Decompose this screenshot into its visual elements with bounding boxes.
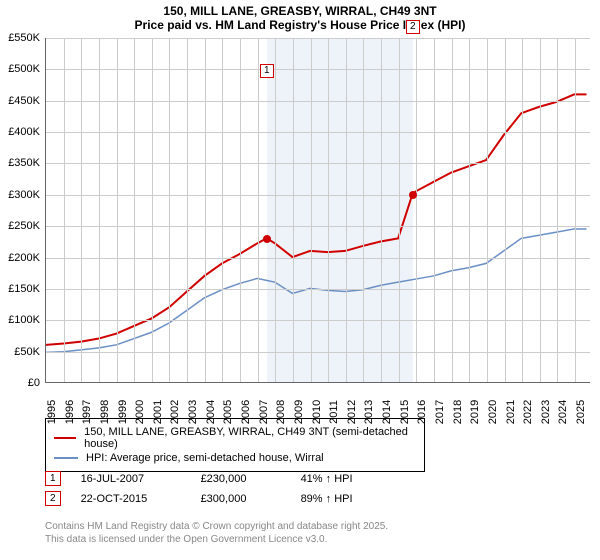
gridline-x bbox=[169, 38, 170, 382]
gridline-x bbox=[293, 38, 294, 382]
gridline-x bbox=[540, 38, 541, 382]
gridline-x bbox=[505, 38, 506, 382]
gridline-x bbox=[487, 38, 488, 382]
sale-price: £300,000 bbox=[201, 493, 281, 505]
marker-dot bbox=[409, 191, 417, 199]
gridline-x bbox=[416, 38, 417, 382]
chart-plot-area: £0£50K£100K£150K£200K£250K£300K£350K£400… bbox=[45, 38, 590, 383]
gridline-y bbox=[46, 289, 590, 290]
title-line1: 150, MILL LANE, GREASBY, WIRRAL, CH49 3N… bbox=[0, 4, 600, 18]
gridline-x bbox=[328, 38, 329, 382]
marker-ref-box: 2 bbox=[45, 491, 61, 506]
sale-date: 16-JUL-2007 bbox=[81, 473, 181, 485]
gridline-x bbox=[64, 38, 65, 382]
sale-price: £230,000 bbox=[201, 473, 281, 485]
y-axis-label: £500K bbox=[8, 63, 40, 75]
gridline-x bbox=[134, 38, 135, 382]
gridline-y bbox=[46, 320, 590, 321]
marker-dot bbox=[263, 235, 271, 243]
gridline-x bbox=[187, 38, 188, 382]
x-axis-label: 2020 bbox=[487, 400, 499, 424]
marker-ref-box: 1 bbox=[45, 471, 61, 486]
gridline-y bbox=[46, 69, 590, 70]
gridline-x bbox=[311, 38, 312, 382]
gridline-x bbox=[363, 38, 364, 382]
chart-legend: 150, MILL LANE, GREASBY, WIRRAL, CH49 3N… bbox=[45, 418, 425, 472]
y-axis-label: £0 bbox=[28, 377, 40, 389]
x-axis-label: 2022 bbox=[522, 400, 534, 424]
gridline-x bbox=[381, 38, 382, 382]
license-line2: This data is licensed under the Open Gov… bbox=[45, 533, 388, 546]
gridline-x bbox=[469, 38, 470, 382]
gridline-x bbox=[434, 38, 435, 382]
marker-label: 2 bbox=[406, 20, 420, 34]
legend-row: 150, MILL LANE, GREASBY, WIRRAL, CH49 3N… bbox=[54, 426, 416, 450]
x-axis-label: 2017 bbox=[434, 400, 446, 424]
marker-label: 1 bbox=[260, 64, 274, 78]
gridline-x bbox=[522, 38, 523, 382]
gridline-x bbox=[117, 38, 118, 382]
gridline-x bbox=[205, 38, 206, 382]
gridline-x bbox=[222, 38, 223, 382]
x-axis-label: 2018 bbox=[452, 400, 464, 424]
gridline-x bbox=[240, 38, 241, 382]
x-axis-label: 2025 bbox=[575, 400, 587, 424]
legend-swatch bbox=[54, 457, 78, 459]
x-axis-label: 2021 bbox=[505, 400, 517, 424]
table-row: 1 16-JUL-2007 £230,000 41% ↑ HPI bbox=[45, 471, 353, 486]
legend-row: HPI: Average price, semi-detached house,… bbox=[54, 452, 416, 464]
x-axis-label: 2024 bbox=[557, 400, 569, 424]
gridline-x bbox=[152, 38, 153, 382]
y-axis-label: £550K bbox=[8, 32, 40, 44]
gridline-x bbox=[99, 38, 100, 382]
chart-lines-layer bbox=[46, 38, 590, 382]
gridline-x bbox=[275, 38, 276, 382]
gridline-y bbox=[46, 258, 590, 259]
gridline-y bbox=[46, 101, 590, 102]
y-axis-label: £350K bbox=[8, 157, 40, 169]
y-axis-label: £100K bbox=[8, 314, 40, 326]
gridline-x bbox=[575, 38, 576, 382]
y-axis-label: £300K bbox=[8, 189, 40, 201]
gridline-y bbox=[46, 163, 590, 164]
y-axis-label: £50K bbox=[14, 346, 40, 358]
title-line2: Price paid vs. HM Land Registry's House … bbox=[0, 18, 600, 32]
gridline-y bbox=[46, 132, 590, 133]
x-axis-label: 2023 bbox=[540, 400, 552, 424]
gridline-x bbox=[346, 38, 347, 382]
gridline-y bbox=[46, 226, 590, 227]
gridline-x bbox=[258, 38, 259, 382]
legend-label: 150, MILL LANE, GREASBY, WIRRAL, CH49 3N… bbox=[84, 426, 416, 450]
y-axis-label: £150K bbox=[8, 283, 40, 295]
hpi-pct: 41% ↑ HPI bbox=[301, 473, 353, 485]
x-axis-label: 2019 bbox=[469, 400, 481, 424]
y-axis-label: £450K bbox=[8, 95, 40, 107]
y-axis-label: £200K bbox=[8, 252, 40, 264]
gridline-x bbox=[399, 38, 400, 382]
gridline-x bbox=[81, 38, 82, 382]
gridline-x bbox=[557, 38, 558, 382]
sale-date: 22-OCT-2015 bbox=[81, 493, 181, 505]
legend-swatch bbox=[54, 437, 76, 439]
legend-label: HPI: Average price, semi-detached house,… bbox=[86, 452, 324, 464]
y-axis-label: £250K bbox=[8, 220, 40, 232]
license-text: Contains HM Land Registry data © Crown c… bbox=[45, 520, 388, 546]
gridline-y bbox=[46, 38, 590, 39]
y-axis-label: £400K bbox=[8, 126, 40, 138]
gridline-y bbox=[46, 352, 590, 353]
gridline-y bbox=[46, 195, 590, 196]
marker-data-table: 1 16-JUL-2007 £230,000 41% ↑ HPI 2 22-OCT-201… bbox=[45, 466, 353, 511]
gridline-x bbox=[452, 38, 453, 382]
hpi-pct: 89% ↑ HPI bbox=[301, 493, 353, 505]
license-line1: Contains HM Land Registry data © Crown c… bbox=[45, 520, 388, 533]
table-row: 2 22-OCT-2015 £300,000 89% ↑ HPI bbox=[45, 491, 353, 506]
